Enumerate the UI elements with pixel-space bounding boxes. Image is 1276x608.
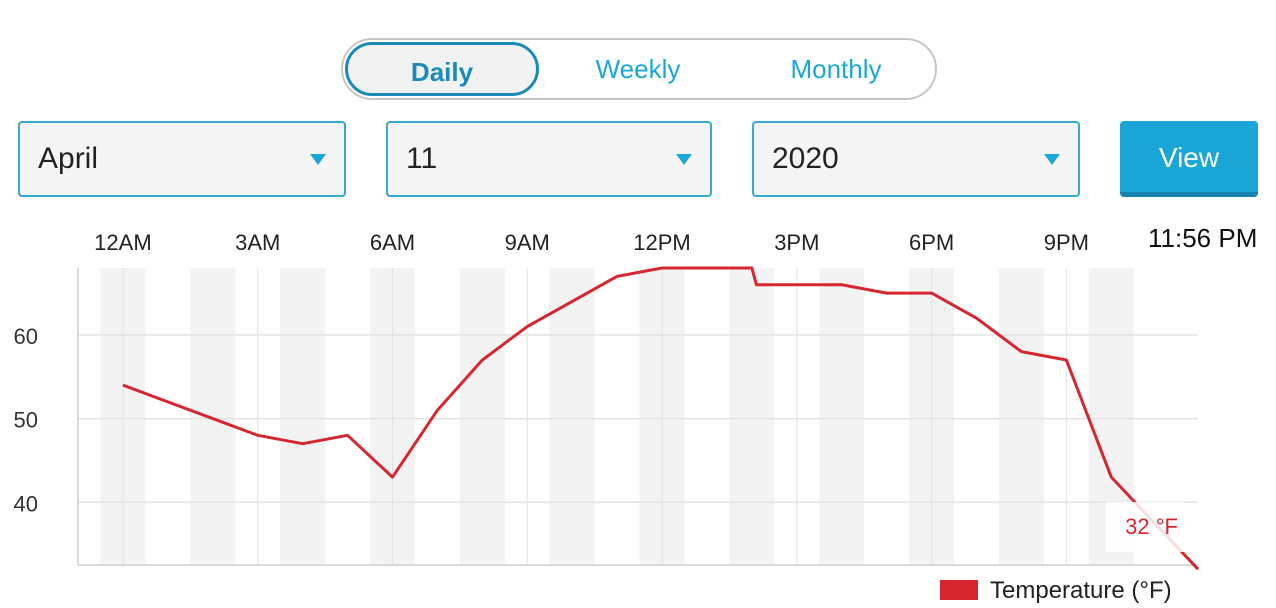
dropdown-caret-icon (1044, 154, 1060, 165)
x-tick-label: 3PM (774, 230, 819, 255)
period-toggle: Daily Weekly Monthly (341, 38, 937, 100)
annotation-background (1106, 502, 1184, 552)
hour-band (280, 268, 326, 565)
hour-band (190, 268, 236, 565)
month-select[interactable]: April (18, 121, 346, 197)
hour-band (549, 268, 595, 565)
dropdown-caret-icon (310, 154, 326, 165)
chart-series (122, 266, 1200, 571)
y-axis-ticks: 40 50 60 (14, 324, 38, 516)
x-tick-label: 12PM (633, 230, 690, 255)
daily-tab[interactable]: Daily (345, 42, 539, 96)
monthly-tab[interactable]: Monthly (790, 54, 882, 84)
x-tick-label: 9PM (1044, 230, 1089, 255)
x-tick-label: 6AM (370, 230, 415, 255)
year-select[interactable]: 2020 (752, 121, 1080, 197)
y-tick-label: 50 (14, 408, 38, 433)
x-axis-ticks: 12AM 3AM 6AM 9AM 12PM 3PM 6PM 9PM (94, 230, 1089, 255)
day-select[interactable]: 11 (386, 121, 712, 197)
current-time: 11:56 PM (1148, 223, 1258, 253)
temperature-annotation: 32 °F (1125, 514, 1178, 539)
y-tick-label: 60 (14, 324, 38, 349)
view-button[interactable]: View (1120, 121, 1258, 197)
weekly-tab[interactable]: Weekly (595, 54, 681, 84)
chart-grid (77, 268, 1198, 566)
x-tick-label: 6PM (909, 230, 954, 255)
hour-band (998, 268, 1044, 565)
chart-bands (100, 268, 1134, 565)
dropdown-caret-icon (676, 154, 692, 165)
temperature-line (122, 266, 1200, 571)
year-select-value: 2020 (772, 142, 839, 175)
legend-swatch (940, 580, 978, 600)
day-select-value: 11 (406, 142, 438, 175)
hour-band (459, 268, 505, 565)
x-tick-label: 12AM (94, 230, 151, 255)
y-tick-label: 40 (14, 491, 38, 516)
legend-label: Temperature (°F) (990, 577, 1172, 604)
x-tick-label: 9AM (505, 230, 550, 255)
month-select-value: April (38, 142, 99, 175)
hour-band (729, 268, 775, 565)
chart-legend[interactable]: Temperature (°F) (940, 577, 1172, 604)
hour-band (819, 268, 865, 565)
chart-annotation-group: 32 °F (1106, 502, 1184, 552)
x-tick-label: 3AM (235, 230, 280, 255)
